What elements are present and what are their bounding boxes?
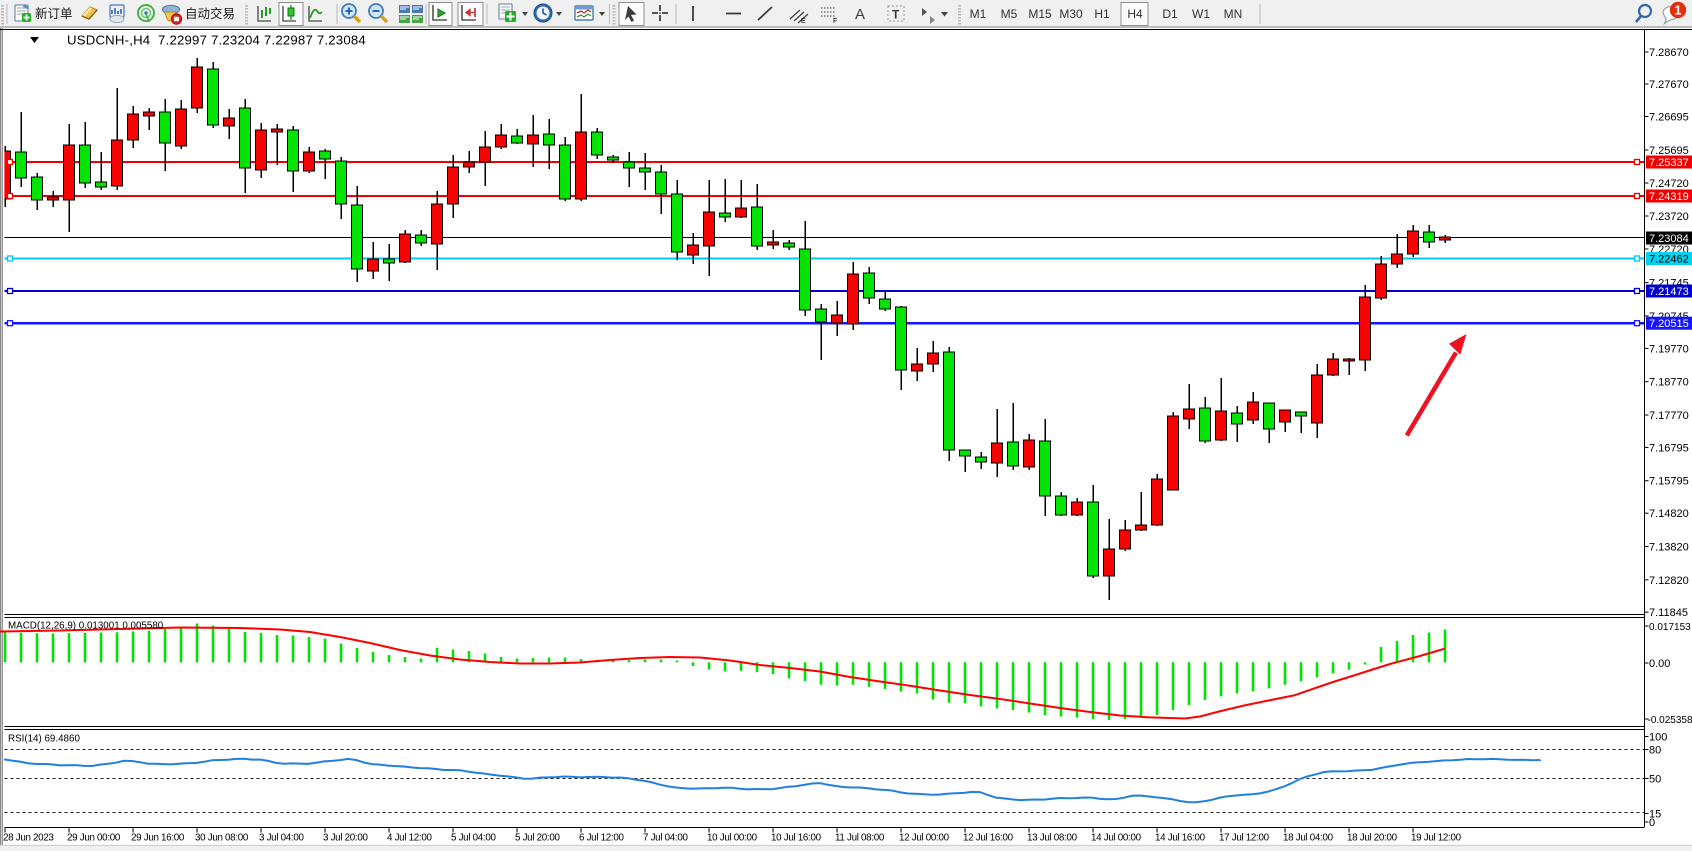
svg-text:12 Jul 00:00: 12 Jul 00:00 — [899, 833, 950, 844]
svg-text:14 Jul 16:00: 14 Jul 16:00 — [1155, 833, 1206, 844]
svg-text:6 Jul 12:00: 6 Jul 12:00 — [579, 833, 624, 844]
svg-text:7.25337: 7.25337 — [1649, 157, 1689, 169]
svg-text:D1: D1 — [1162, 7, 1178, 21]
svg-text:-0.025358: -0.025358 — [1648, 715, 1692, 726]
svg-text:H1: H1 — [1094, 7, 1110, 21]
svg-text:7.21473: 7.21473 — [1649, 286, 1689, 298]
svg-text:0.00: 0.00 — [1649, 658, 1670, 670]
svg-text:12 Jul 16:00: 12 Jul 16:00 — [963, 833, 1014, 844]
svg-text:11 Jul 08:00: 11 Jul 08:00 — [835, 833, 885, 844]
svg-text:28 Jun 2023: 28 Jun 2023 — [3, 833, 54, 844]
svg-text:H4: H4 — [1127, 7, 1143, 21]
svg-text:7.20515: 7.20515 — [1649, 318, 1689, 330]
svg-text:7.24319: 7.24319 — [1649, 191, 1689, 203]
svg-text:7.11845: 7.11845 — [1649, 607, 1688, 619]
svg-text:W1: W1 — [1192, 7, 1210, 21]
svg-text:MN: MN — [1224, 7, 1243, 21]
svg-text:0.017153: 0.017153 — [1649, 622, 1691, 633]
svg-text:100: 100 — [1649, 732, 1667, 744]
svg-text:A: A — [855, 6, 865, 23]
svg-text:18 Jul 04:00: 18 Jul 04:00 — [1283, 833, 1334, 844]
svg-text:4 Jul 12:00: 4 Jul 12:00 — [387, 833, 432, 844]
svg-text:7.15795: 7.15795 — [1649, 476, 1689, 488]
svg-text:3 Jul 20:00: 3 Jul 20:00 — [323, 833, 368, 844]
svg-text:7.14820: 7.14820 — [1649, 508, 1689, 520]
svg-text:M5: M5 — [1001, 7, 1018, 21]
svg-text:7.12820: 7.12820 — [1649, 575, 1689, 587]
svg-text:3 Jul 04:00: 3 Jul 04:00 — [259, 833, 304, 844]
svg-text:7.24720: 7.24720 — [1649, 178, 1689, 190]
svg-text:29 Jun 16:00: 29 Jun 16:00 — [131, 833, 185, 844]
svg-text:19 Jul 12:00: 19 Jul 12:00 — [1411, 833, 1462, 844]
svg-text:17 Jul 12:00: 17 Jul 12:00 — [1219, 833, 1270, 844]
svg-text:7.16795: 7.16795 — [1649, 442, 1689, 454]
svg-text:F: F — [833, 18, 837, 25]
svg-text:7.22462: 7.22462 — [1649, 254, 1689, 266]
svg-text:E: E — [801, 18, 806, 25]
svg-text:29 Jun 00:00: 29 Jun 00:00 — [67, 833, 121, 844]
svg-text:7.25695: 7.25695 — [1649, 145, 1689, 157]
svg-text:USDCNH-,H4 7.22997 7.23204 7.: USDCNH-,H4 7.22997 7.23204 7.22987 7.230… — [67, 33, 366, 48]
svg-text:M1: M1 — [970, 7, 987, 21]
svg-text:0: 0 — [1649, 817, 1655, 829]
svg-text:7.17770: 7.17770 — [1649, 410, 1689, 422]
svg-text:7.28670: 7.28670 — [1649, 47, 1689, 59]
svg-text:7.13820: 7.13820 — [1649, 542, 1689, 554]
svg-text:13 Jul 08:00: 13 Jul 08:00 — [1027, 833, 1078, 844]
svg-text:7 Jul 04:00: 7 Jul 04:00 — [643, 833, 688, 844]
svg-text:新订单: 新订单 — [35, 6, 73, 21]
svg-text:7.18770: 7.18770 — [1649, 377, 1689, 389]
svg-text:15: 15 — [1649, 809, 1661, 821]
svg-text:10 Jul 00:00: 10 Jul 00:00 — [707, 833, 758, 844]
svg-text:MACD(12,26,9) 0.013001 0.00558: MACD(12,26,9) 0.013001 0.005580 — [8, 621, 164, 632]
svg-text:5 Jul 20:00: 5 Jul 20:00 — [515, 833, 560, 844]
svg-text:自动交易: 自动交易 — [185, 6, 235, 21]
svg-text:18 Jul 20:00: 18 Jul 20:00 — [1347, 833, 1398, 844]
svg-text:7.23720: 7.23720 — [1649, 211, 1689, 223]
svg-text:RSI(14) 69.4860: RSI(14) 69.4860 — [8, 734, 80, 745]
svg-text:5 Jul 04:00: 5 Jul 04:00 — [451, 833, 496, 844]
svg-text:80: 80 — [1649, 745, 1661, 757]
svg-text:7.27670: 7.27670 — [1649, 79, 1689, 91]
svg-text:7.19770: 7.19770 — [1649, 343, 1689, 355]
svg-text:10 Jul 16:00: 10 Jul 16:00 — [771, 833, 822, 844]
svg-text:30 Jun 08:00: 30 Jun 08:00 — [195, 833, 249, 844]
svg-text:7.26695: 7.26695 — [1649, 112, 1689, 124]
svg-text:T: T — [892, 8, 900, 22]
svg-text:M15: M15 — [1028, 7, 1052, 21]
svg-text:M30: M30 — [1059, 7, 1083, 21]
svg-text:14 Jul 00:00: 14 Jul 00:00 — [1091, 833, 1142, 844]
svg-text:7.23084: 7.23084 — [1649, 233, 1689, 245]
svg-text:50: 50 — [1649, 773, 1661, 785]
svg-text:1: 1 — [1675, 4, 1682, 18]
